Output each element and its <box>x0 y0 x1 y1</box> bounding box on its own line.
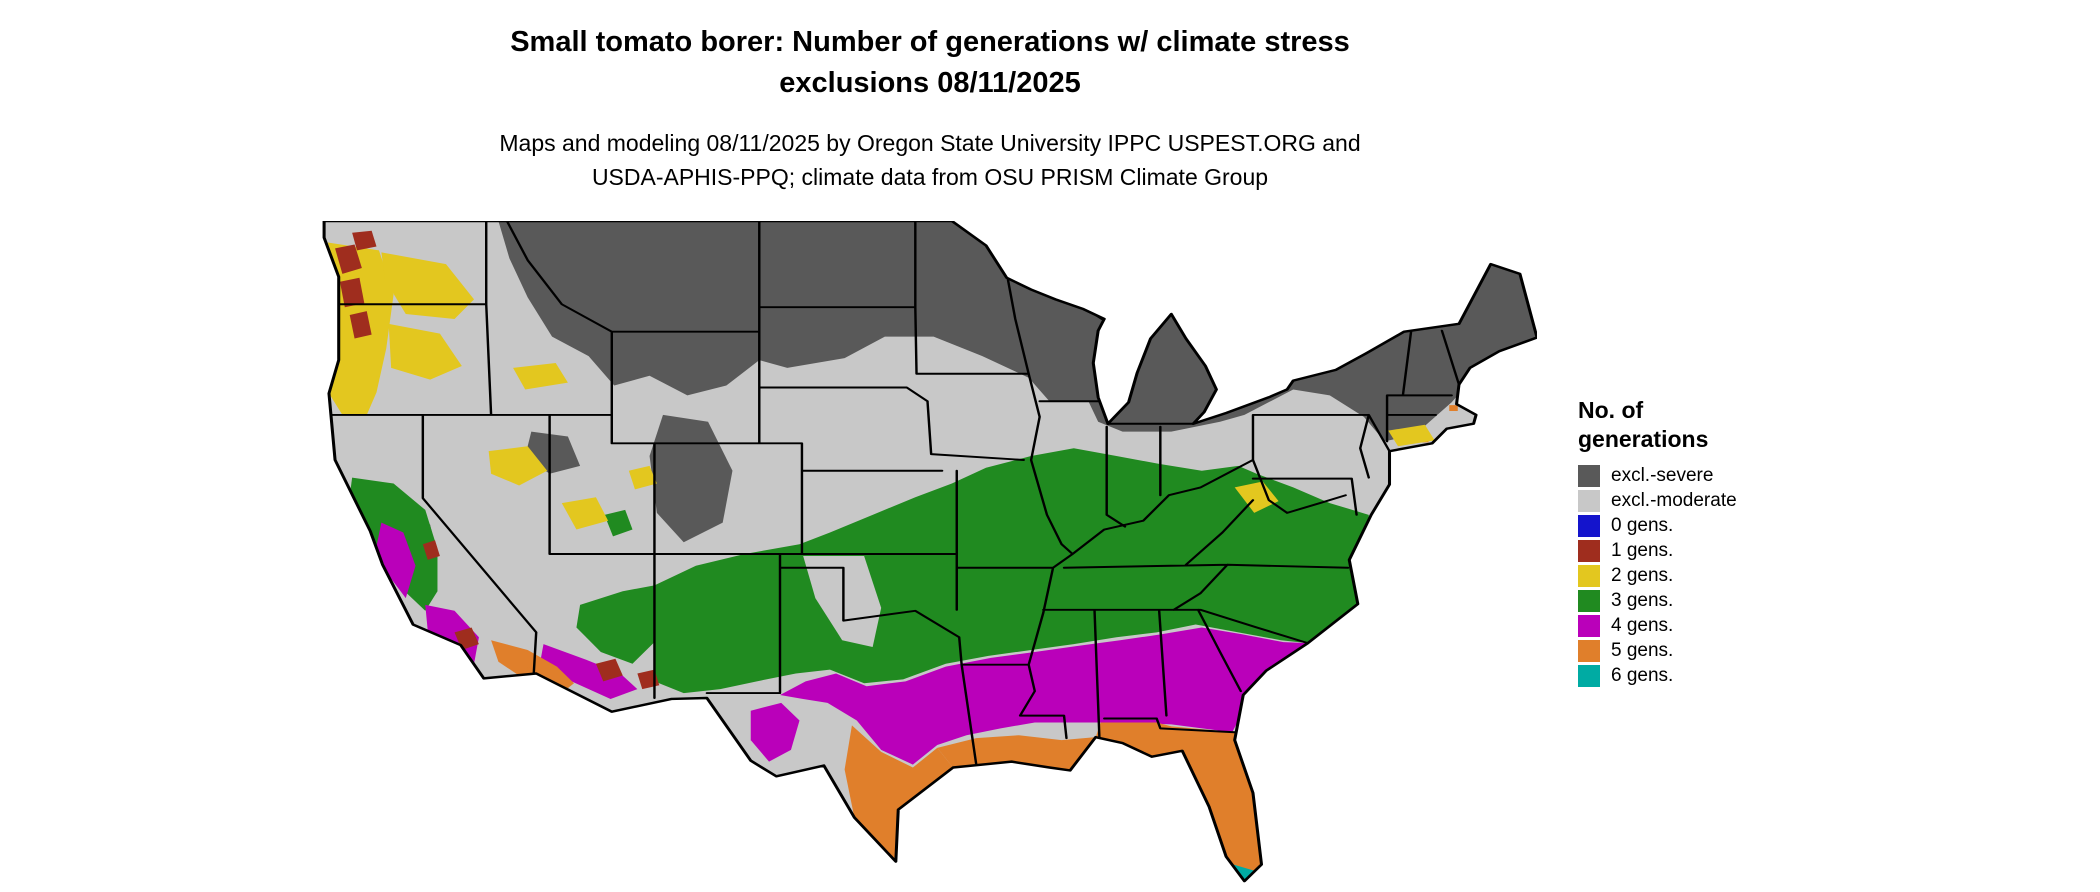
region-4gens-central-valley <box>376 522 416 599</box>
region-6gens-keys2 <box>1240 885 1249 887</box>
region-1gens-arizona <box>595 658 623 682</box>
region-1gens-sierra <box>422 540 440 560</box>
region-3gens-arizona <box>576 585 655 664</box>
map-title: Small tomato borer: Number of generation… <box>100 22 1760 104</box>
legend-row-g5: 5 gens. <box>1578 638 1737 663</box>
legend-title: No. of generations <box>1578 396 1737 454</box>
legend-row-g1: 1 gens. <box>1578 538 1737 563</box>
region-2gens-utah <box>628 465 657 490</box>
state-borders <box>327 221 1461 766</box>
legend-row-g6: 6 gens. <box>1578 663 1737 688</box>
region-1gens-sw-wa <box>339 277 365 308</box>
legend-swatch-severe <box>1578 464 1600 487</box>
legend-row-g2: 2 gens. <box>1578 563 1737 588</box>
region-2gens-central-or <box>388 323 462 380</box>
legend-title-line1: No. of <box>1578 397 1644 423</box>
legend-swatch-moderate <box>1578 489 1600 512</box>
legend-label-g3: 3 gens. <box>1611 589 1674 611</box>
region-4gens-main <box>780 627 1308 765</box>
legend-label-g5: 5 gens. <box>1611 639 1674 661</box>
region-1gens-olympics <box>335 244 362 274</box>
legend-label-severe: excl.-severe <box>1611 464 1714 486</box>
legend-label-moderate: excl.-moderate <box>1611 489 1737 511</box>
us-map-svg <box>322 221 1537 887</box>
legend: No. of generations excl.-severe excl.-mod… <box>1578 396 1737 688</box>
legend-row-g3: 3 gens. <box>1578 588 1737 613</box>
legend-swatch-g3 <box>1578 589 1600 612</box>
legend-swatch-g4 <box>1578 614 1600 637</box>
legend-row-g0: 0 gens. <box>1578 513 1737 538</box>
region-2gens-snake-plain <box>513 363 568 390</box>
legend-swatch-g2 <box>1578 564 1600 587</box>
legend-row-moderate: excl.-moderate <box>1578 488 1737 513</box>
legend-swatch-g5 <box>1578 639 1600 662</box>
region-4gens-arizona <box>539 644 638 699</box>
region-5gens-speck-ne1 <box>1449 405 1458 412</box>
region-2gens-connecticut <box>1388 424 1435 447</box>
region-2gens-westvirginia <box>1234 481 1279 513</box>
legend-swatch-g6 <box>1578 664 1600 687</box>
legend-label-g1: 1 gens. <box>1611 539 1674 561</box>
us-choropleth-map <box>318 221 1537 887</box>
region-2gens-nevada2 <box>561 497 609 530</box>
region-excl-severe-rockies <box>649 414 733 543</box>
region-3gens-main <box>654 448 1369 694</box>
legend-label-g0: 0 gens. <box>1611 514 1674 536</box>
map-subtitle: Maps and modeling 08/11/2025 by Oregon S… <box>100 126 1760 194</box>
map-title-line1: Small tomato borer: Number of generation… <box>510 26 1350 58</box>
us-outline <box>322 221 1537 883</box>
legend-row-severe: excl.-severe <box>1578 463 1737 488</box>
legend-label-g2: 2 gens. <box>1611 564 1674 586</box>
region-1gens-or-coast <box>349 311 372 339</box>
map-subtitle-line2: USDA-APHIS-PPQ; climate data from OSU PR… <box>591 164 1269 190</box>
region-3gens-utah <box>604 509 633 537</box>
legend-label-g4: 4 gens. <box>1611 614 1674 636</box>
legend-label-g6: 6 gens. <box>1611 664 1674 686</box>
region-5gens-florida <box>1095 722 1262 882</box>
legend-entries: excl.-severe excl.-moderate 0 gens. 1 gens.… <box>1578 463 1737 688</box>
legend-swatch-g0 <box>1578 514 1600 537</box>
legend-row-g4: 4 gens. <box>1578 613 1737 638</box>
region-1gens-nw-wa <box>352 230 377 251</box>
region-4gens-socal <box>425 604 479 664</box>
map-subtitle-line1: Maps and modeling 08/11/2025 by Oregon S… <box>499 130 1361 156</box>
region-2gens-central-wa <box>381 252 475 319</box>
region-4gens-bigbend <box>750 702 800 762</box>
region-5gens-south-texas <box>844 725 954 862</box>
legend-title-line2: generations <box>1578 426 1709 452</box>
legend-swatch-g1 <box>1578 539 1600 562</box>
region-2gens-nevada1 <box>488 446 548 486</box>
map-title-line2: exclusions 08/11/2025 <box>779 67 1081 99</box>
region-6gens-keys1 <box>1222 883 1232 887</box>
